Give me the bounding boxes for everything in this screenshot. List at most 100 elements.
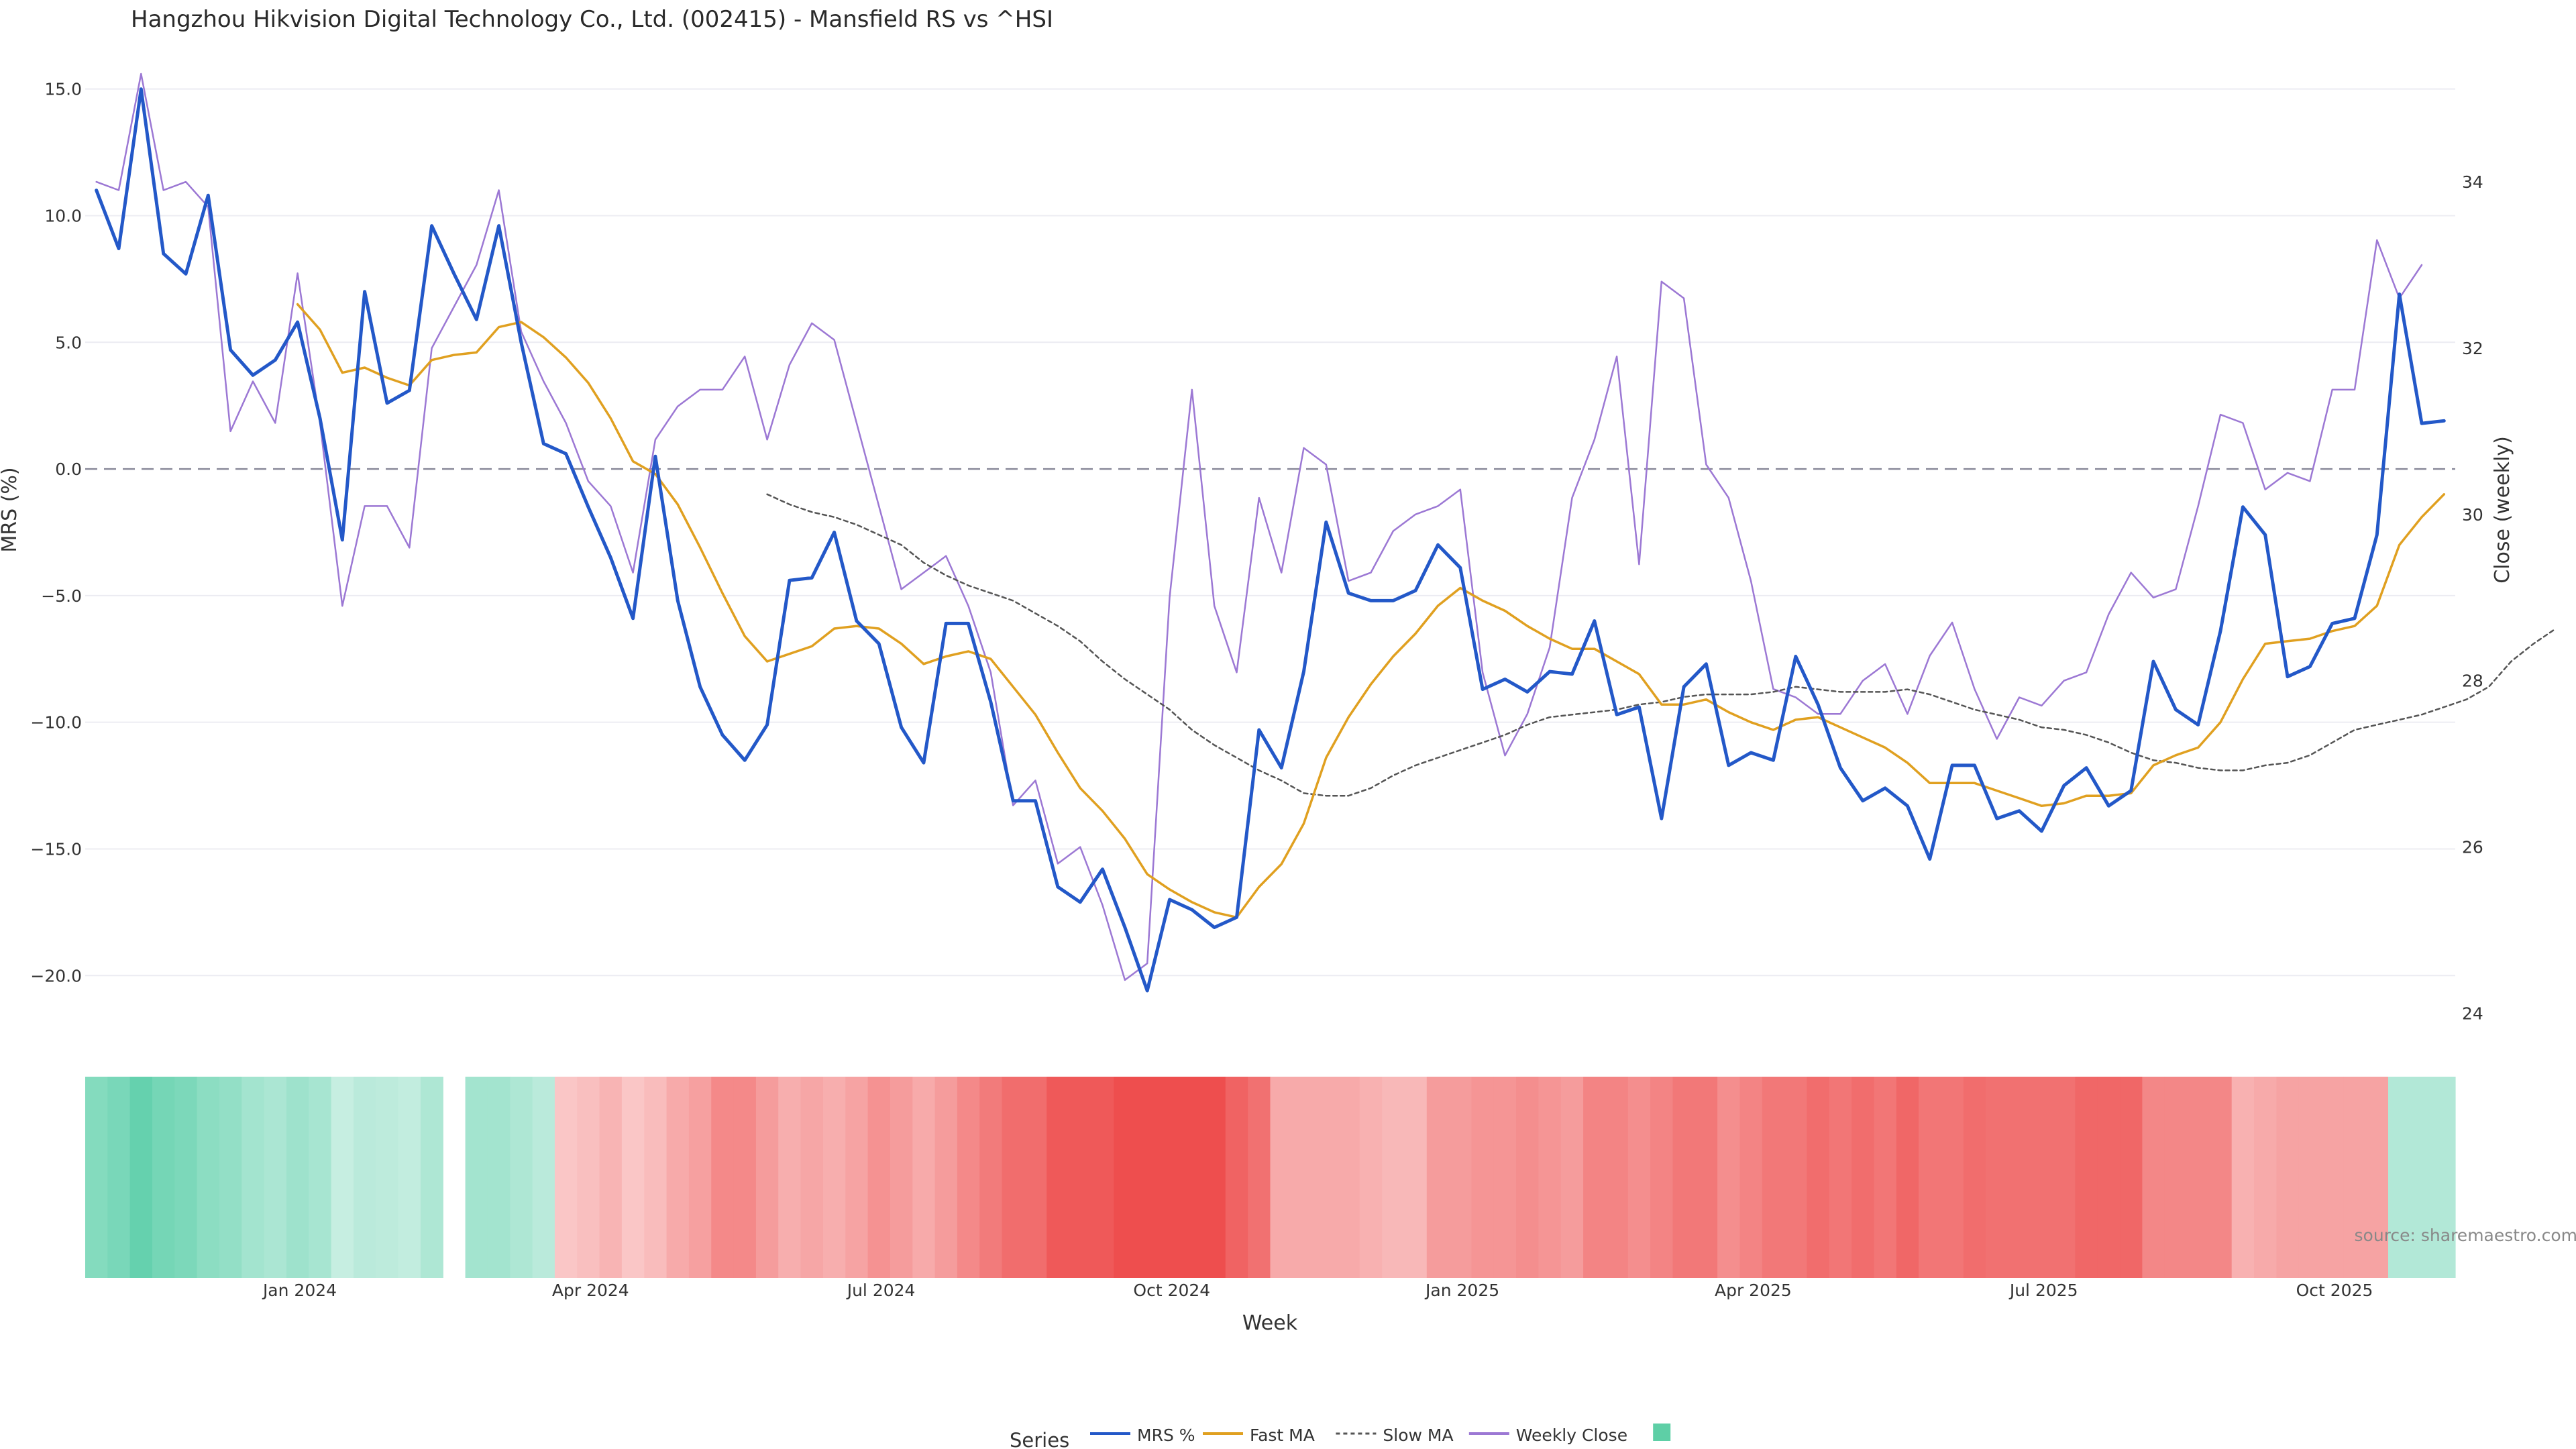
heat-cell [197,1077,220,1278]
heat-cell [2231,1077,2255,1278]
heat-cell [2053,1077,2076,1278]
heat-cell [1046,1077,1070,1278]
heat-cell [1225,1077,1248,1278]
y-right-tick-label: 28 [2462,672,2483,691]
heat-cell [129,1077,153,1278]
heat-cell [1672,1077,1696,1278]
legend-label: Slow MA [1383,1426,1453,1445]
heat-cell [979,1077,1003,1278]
heat-cell [1583,1077,1607,1278]
heat-cell [1404,1077,1428,1278]
y-left-tick-label: −5.0 [41,586,82,606]
heat-cell [2142,1077,2165,1278]
heat-cell [1002,1077,1025,1278]
heat-cell [2008,1077,2031,1278]
heat-cell [309,1077,332,1278]
heat-cell [644,1077,667,1278]
x-tick-label: Apr 2025 [1715,1281,1792,1300]
heat-cell [2321,1077,2344,1278]
heat-cell [1449,1077,1472,1278]
y-right-tick-label: 30 [2462,505,2483,525]
heat-cell [1538,1077,1562,1278]
legend: Series MRS % Fast MA Slow MA Weekly Close [1010,1424,1671,1449]
grid [85,88,2455,977]
y-left-axis: 15.0 10.0 5.0 0.0 −5.0 −10.0 −15.0 −20.0 [30,80,82,986]
heat-cell [577,1077,600,1278]
heat-cell [1292,1077,1316,1278]
heat-cell [1560,1077,1584,1278]
heat-cell [1851,1077,1875,1278]
heat-cell [599,1077,623,1278]
heat-cell [2209,1077,2233,1278]
y-right-axis: 34 32 30 28 26 24 [2462,172,2483,1023]
y-left-tick-label: −10.0 [30,713,82,733]
heat-cell [2164,1077,2188,1278]
heat-cell [621,1077,645,1278]
heat-cell [1382,1077,1405,1278]
y-right-tick-label: 32 [2462,339,2483,358]
chart-title: Hangzhou Hikvision Digital Technology Co… [131,6,1053,33]
heat-cell [1829,1077,1852,1278]
heat-cell [957,1077,980,1278]
heat-cell [1627,1077,1651,1278]
heat-cell [912,1077,936,1278]
x-tick-label: Oct 2024 [1133,1281,1210,1300]
x-axis: Jan 2024 Apr 2024 Jul 2024 Oct 2024 Jan 2025… [262,1281,2373,1300]
heat-cell [1762,1077,1785,1278]
x-tick-label: Oct 2025 [2296,1281,2373,1300]
y-left-tick-label: 5.0 [55,333,82,352]
heat-cell [219,1077,242,1278]
heat-cell [1739,1077,1763,1278]
heat-cell [1717,1077,1741,1278]
heat-cell [845,1077,869,1278]
heat-cell [1516,1077,1540,1278]
y-right-axis-title: Close (weekly) [2491,436,2514,584]
series-line-mrs [95,87,2446,993]
heat-cell [2075,1077,2098,1278]
heat-cell [2388,1077,2411,1278]
heat-cell [286,1077,309,1278]
heat-cell [711,1077,735,1278]
source-credit: source: sharemaestro.com [2355,1226,2576,1245]
heat-cell [1896,1077,1919,1278]
heat-cell [1203,1077,1226,1278]
x-tick-label: Jul 2024 [846,1281,916,1300]
series-line-slow-ma [766,493,2557,797]
x-tick-label: Jan 2025 [1424,1281,1499,1300]
y-left-axis-title: MRS (%) [0,467,21,552]
heat-cell [241,1077,265,1278]
x-axis-title: Week [1242,1311,1298,1335]
heat-cell [1024,1077,1047,1278]
heat-cell [353,1077,376,1278]
heat-cell [1426,1077,1450,1278]
heat-cell [1471,1077,1495,1278]
heat-cell [1136,1077,1159,1278]
heat-cell [2097,1077,2121,1278]
heat-cell [1919,1077,1942,1278]
heat-cell [1650,1077,1674,1278]
heat-cell [376,1077,399,1278]
heat-cell [2432,1077,2456,1278]
heat-cell [1158,1077,1181,1278]
legend-title: Series [1010,1429,1069,1449]
legend-swatch [1653,1424,1671,1441]
legend-label: MRS % [1137,1426,1195,1445]
heat-cell [331,1077,354,1278]
heat-cell [688,1077,712,1278]
y-left-tick-label: −15.0 [30,839,82,859]
heat-cell [755,1077,779,1278]
y-left-tick-label: 0.0 [55,460,82,479]
series-lines [95,72,2557,993]
x-tick-label: Jul 2025 [2008,1281,2078,1300]
heat-cell [2365,1077,2389,1278]
heat-cell [867,1077,891,1278]
heat-cell [1359,1077,1383,1278]
heat-cell [1091,1077,1114,1278]
heat-cell [1270,1077,1293,1278]
y-right-tick-label: 34 [2462,172,2483,192]
y-left-tick-label: 10.0 [44,206,82,225]
heat-cell [554,1077,578,1278]
heat-cell [1248,1077,1271,1278]
heat-cell [107,1077,131,1278]
